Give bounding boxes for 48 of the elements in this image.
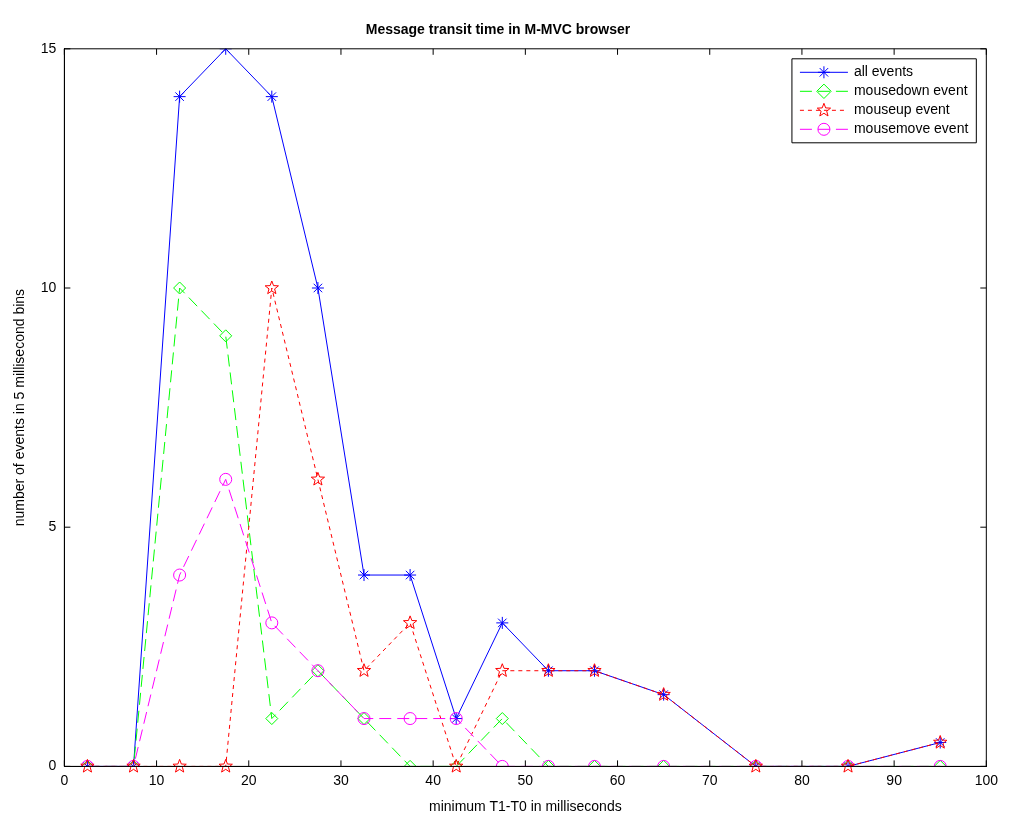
y-tick-label: 10 bbox=[40, 278, 57, 295]
legend-label: mousedown event bbox=[853, 82, 968, 99]
x-tick-label: 90 bbox=[886, 771, 903, 788]
legend-label: all events bbox=[853, 63, 914, 80]
point bbox=[356, 663, 372, 677]
x-tick-label: 70 bbox=[701, 771, 718, 788]
x-tick-label: 80 bbox=[794, 771, 810, 788]
point bbox=[357, 568, 371, 582]
point bbox=[402, 615, 418, 630]
y-tick-label: 15 bbox=[40, 39, 57, 56]
point bbox=[80, 758, 95, 773]
point bbox=[265, 616, 279, 630]
y-tick-label: 5 bbox=[48, 518, 57, 535]
point bbox=[173, 568, 187, 582]
x-tick-label: 20 bbox=[240, 771, 257, 788]
point bbox=[265, 90, 279, 104]
legend-label: mouseup event bbox=[853, 101, 950, 118]
x-tick-label: 50 bbox=[517, 771, 534, 788]
x-tick-label: 0 bbox=[60, 771, 69, 788]
point bbox=[172, 758, 187, 773]
point bbox=[495, 616, 509, 630]
point bbox=[126, 758, 141, 773]
x-tick-label: 30 bbox=[333, 771, 349, 788]
x-tick-label: 60 bbox=[609, 771, 626, 788]
point bbox=[748, 758, 763, 773]
point bbox=[219, 329, 233, 343]
x-tick-label: 40 bbox=[425, 771, 442, 788]
point bbox=[265, 712, 279, 726]
point bbox=[264, 280, 279, 295]
point bbox=[495, 712, 509, 726]
point bbox=[311, 281, 325, 295]
point bbox=[403, 712, 417, 726]
y-axis-title: number of events in 5 millisecond bins bbox=[11, 288, 28, 527]
legend-label: mousemove event bbox=[853, 120, 969, 137]
point bbox=[173, 90, 187, 104]
point bbox=[840, 758, 856, 773]
y-tick-label: 0 bbox=[48, 757, 57, 774]
point bbox=[449, 758, 464, 773]
point bbox=[173, 281, 187, 295]
point bbox=[403, 568, 417, 582]
x-tick-label: 10 bbox=[148, 771, 165, 788]
point bbox=[310, 471, 326, 486]
x-tick-label: 100 bbox=[974, 771, 999, 788]
x-axis-title: minimum T1-T0 in milliseconds bbox=[429, 798, 622, 815]
point bbox=[495, 663, 510, 677]
point bbox=[219, 472, 233, 486]
chart-title: Message transit time in M-MVC browser bbox=[365, 21, 631, 38]
point bbox=[218, 758, 233, 773]
